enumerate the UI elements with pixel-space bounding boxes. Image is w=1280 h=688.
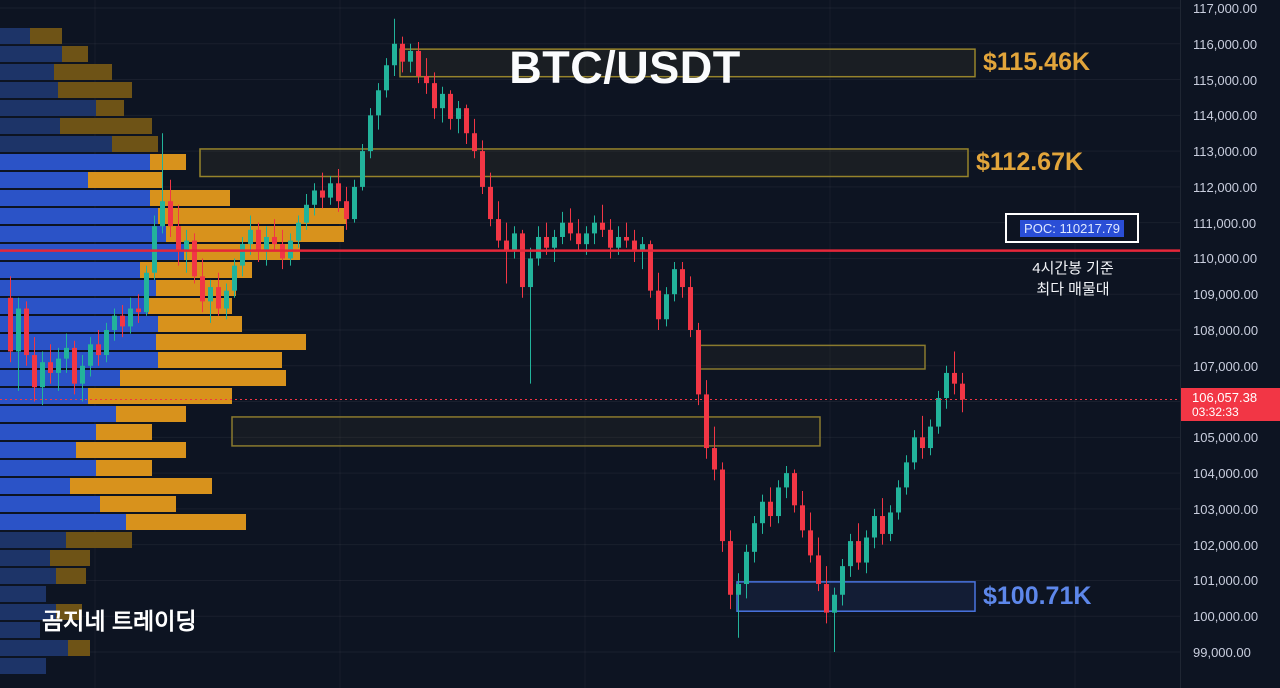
price-axis-label: 103,000.00 <box>1193 501 1259 517</box>
chart-title: BTC/USDT <box>509 42 741 93</box>
watermark: 곰지네 트레이딩 <box>42 608 197 634</box>
price-axis-label: 104,000.00 <box>1193 466 1259 482</box>
price-axis-label: 105,000.00 <box>1193 430 1259 446</box>
zone-label[interactable]: $115.46K <box>983 47 1091 76</box>
poc-annotation-line1: 4시간봉 기준 <box>1032 260 1114 277</box>
price-axis-label: 100,000.00 <box>1193 609 1259 625</box>
price-axis-label: 112,000.00 <box>1193 179 1258 195</box>
zone-label[interactable]: $112.67K <box>976 147 1084 176</box>
last-price-value: 106,057.38 <box>1192 390 1258 405</box>
price-axis-label: 110,000.00 <box>1193 251 1258 267</box>
price-axis-label: 109,000.00 <box>1193 287 1259 303</box>
price-axis-label: 111,000.00 <box>1193 215 1257 231</box>
last-price-tag: 106,057.38 03:32:33 <box>1181 388 1280 421</box>
price-axis-label: 117,000.00 <box>1193 1 1258 16</box>
zone-label[interactable]: $100.71K <box>983 581 1092 610</box>
poc-label[interactable]: POC: 110217.79 <box>1005 213 1139 243</box>
price-axis-label: 116,000.00 <box>1193 36 1258 52</box>
price-axis-label: 114,000.00 <box>1193 108 1258 124</box>
price-axis-label: 99,000.00 <box>1193 645 1251 660</box>
last-price-countdown: 03:32:33 <box>1192 405 1239 419</box>
price-axis-label: 101,000.00 <box>1193 573 1259 589</box>
price-axis-label: 115,000.00 <box>1193 72 1258 88</box>
price-axis-label: 108,000.00 <box>1193 323 1259 338</box>
poc-label-text: POC: 110217.79 <box>1020 219 1124 237</box>
poc-annotation-line2: 최다 매물대 <box>1036 281 1110 298</box>
poc-annotation: 4시간봉 기준 최다 매물대 <box>998 258 1148 300</box>
price-axis-label: 113,000.00 <box>1193 144 1258 160</box>
price-axis-label: 107,000.00 <box>1193 358 1259 374</box>
price-axis[interactable]: 117,000.00 116,000.00 115,000.00 114,000.00… <box>1180 0 1280 688</box>
price-axis-label: 102,000.00 <box>1193 537 1259 553</box>
